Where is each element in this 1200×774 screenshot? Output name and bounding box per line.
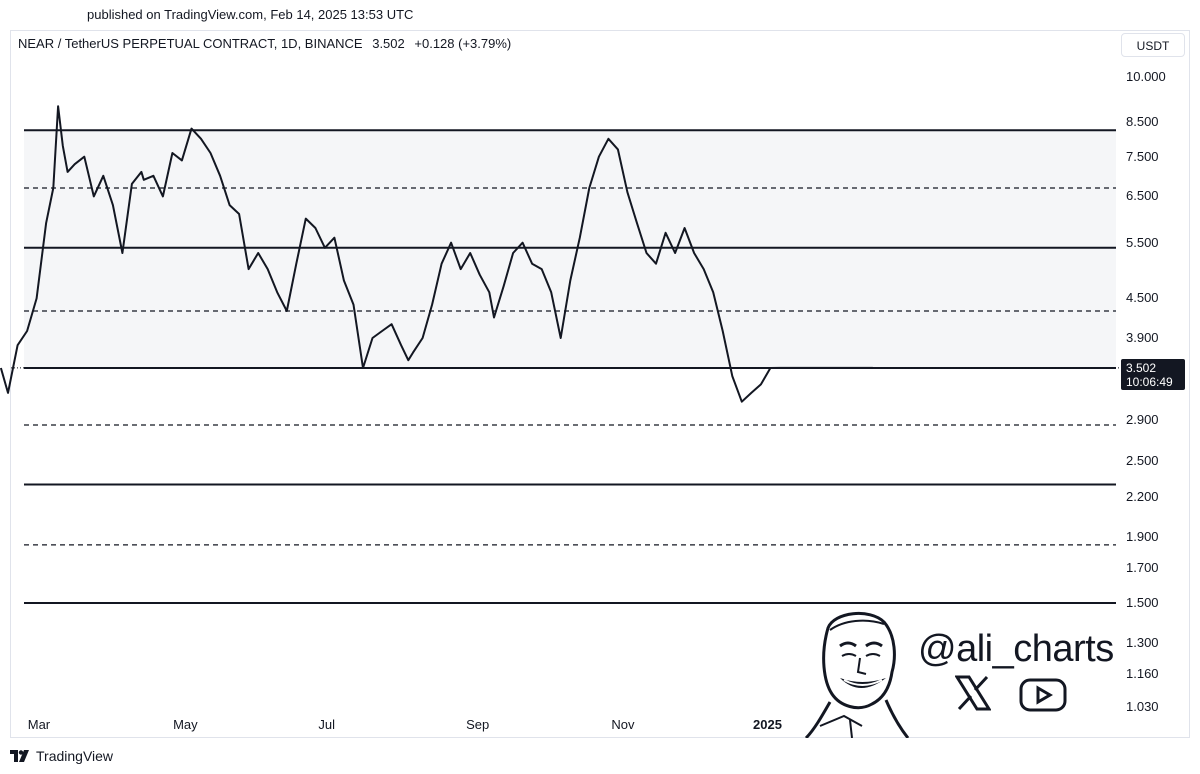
- x-logo-icon: [955, 675, 991, 711]
- price-tag-value: 3.502: [1126, 361, 1157, 375]
- y-tick-label: 1.900: [1126, 529, 1159, 545]
- channel-band: [24, 130, 1116, 369]
- y-tick-label: 5.500: [1126, 234, 1159, 250]
- x-tick-label: Mar: [27, 717, 51, 732]
- y-tick-label: 2.500: [1126, 453, 1159, 469]
- tradingview-brand[interactable]: TradingView: [10, 748, 113, 764]
- y-tick-label: 8.500: [1126, 114, 1159, 129]
- y-tick-label: 3.900: [1126, 330, 1159, 346]
- published-note: published on TradingView.com, Feb 14, 20…: [87, 7, 414, 22]
- x-tick-label: Nov: [611, 717, 635, 732]
- y-tick-label: 7.500: [1126, 148, 1159, 164]
- y-tick-label: 2.900: [1126, 412, 1159, 428]
- x-tick-label: May: [173, 717, 198, 732]
- youtube-icon: [1019, 678, 1067, 712]
- last-price: 3.502: [372, 36, 405, 51]
- last-price-tag: 3.502 10:06:49: [1121, 359, 1185, 390]
- symbol-header: NEAR / TetherUS PERPETUAL CONTRACT, 1D, …: [18, 36, 517, 51]
- x-tick-label: Jul: [318, 717, 336, 732]
- y-tick-label: 2.200: [1126, 488, 1159, 504]
- y-tick-label: 1.160: [1126, 666, 1159, 682]
- tradingview-logo-icon: [10, 750, 29, 762]
- watermark-handle: @ali_charts: [918, 628, 1114, 670]
- y-tick-label: 4.500: [1126, 290, 1159, 306]
- x-tick-label: Sep: [466, 717, 490, 732]
- y-tick-label: 10.000: [1126, 68, 1166, 84]
- currency-selector[interactable]: USDT: [1121, 33, 1185, 57]
- avatar-illustration: [804, 611, 910, 738]
- symbol-title[interactable]: NEAR / TetherUS PERPETUAL CONTRACT, 1D, …: [18, 36, 363, 51]
- price-series-line[interactable]: [0, 105, 873, 403]
- brand-name: TradingView: [36, 748, 114, 764]
- price-tag-countdown: 10:06:49: [1126, 375, 1173, 389]
- y-tick-label: 6.500: [1126, 188, 1159, 204]
- y-tick-label: 1.300: [1126, 634, 1159, 650]
- y-tick-label: 1.500: [1126, 595, 1159, 610]
- y-tick-label: 1.700: [1126, 560, 1159, 576]
- y-tick-label: 1.030: [1126, 699, 1159, 715]
- price-change: +0.128 (+3.79%): [414, 36, 512, 51]
- x-tick-label: 2025: [753, 717, 782, 732]
